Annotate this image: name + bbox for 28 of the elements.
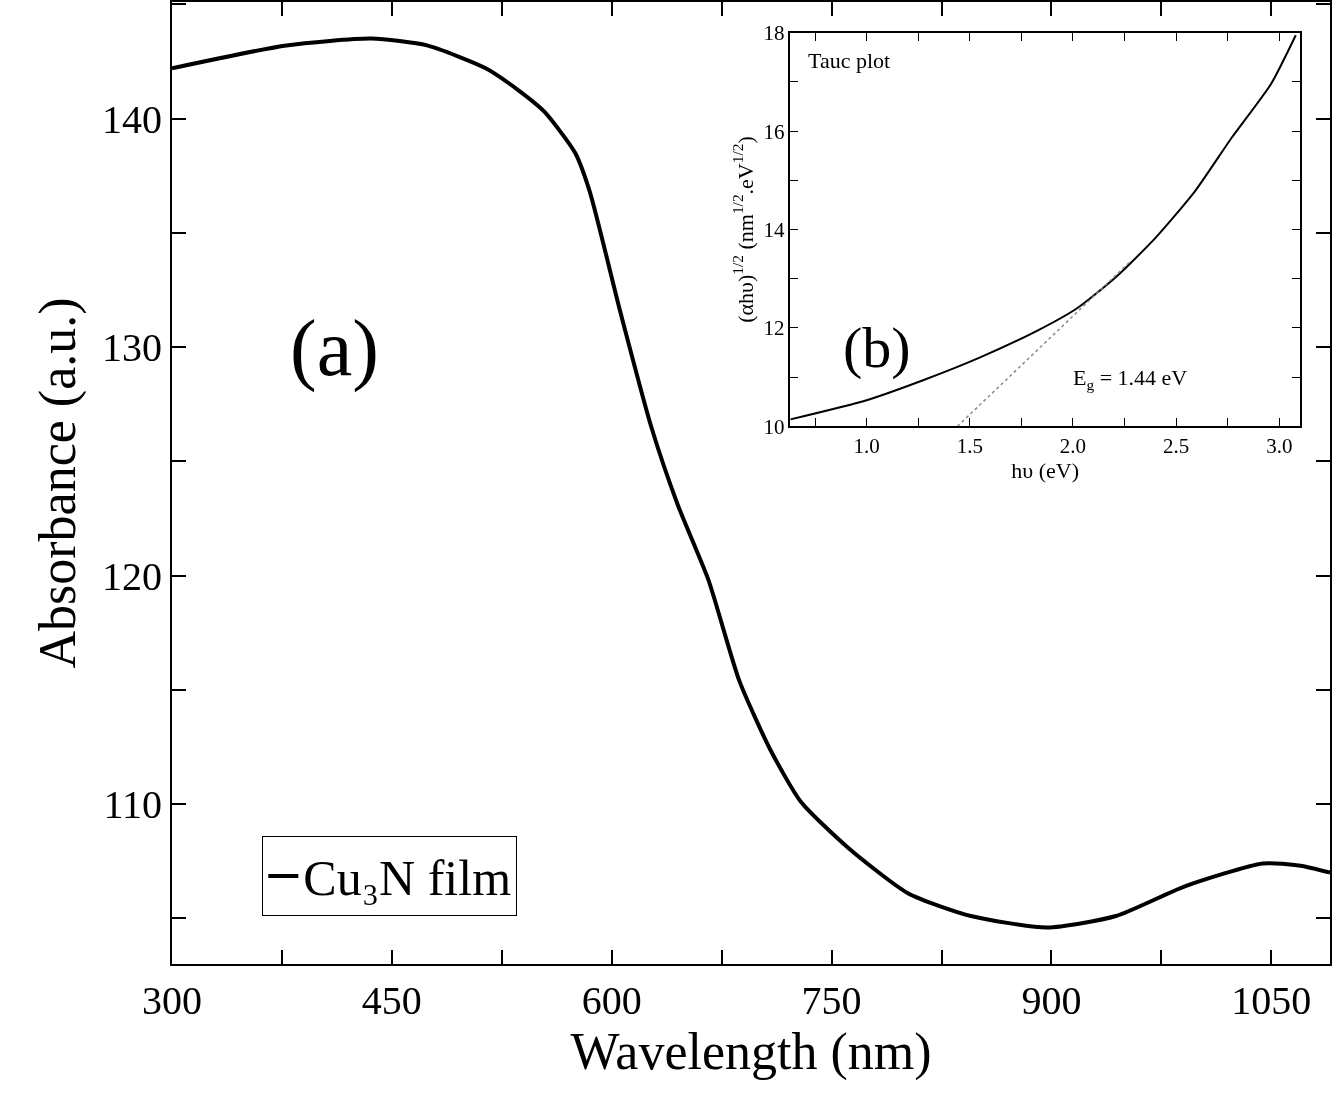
x-axis-title: Wavelength (nm) [570, 1023, 932, 1081]
y-tick-label: 140 [102, 96, 162, 142]
y-tick-label: 14 [763, 217, 785, 242]
x-axis-title: hυ (eV) [1011, 458, 1079, 484]
annotation: (a) [290, 304, 379, 393]
y-axis-title: Absorbance (a.u.) [28, 297, 87, 669]
x-tick-label: 1.0 [853, 434, 880, 459]
y-tick-label: 12 [763, 316, 785, 341]
x-tick-label: 300 [142, 978, 202, 1023]
annotation: (b) [843, 315, 911, 380]
x-tick-label: 750 [801, 978, 862, 1023]
x-tick-label: 2.5 [1163, 434, 1190, 459]
y-tick-label: 120 [102, 553, 162, 599]
x-tick-label: 450 [361, 978, 422, 1023]
x-tick-label: 1050 [1231, 978, 1312, 1023]
x-tick-label: 600 [581, 978, 642, 1023]
x-tick-label: 2.0 [1059, 434, 1087, 459]
annotation: Tauc plot [808, 48, 891, 73]
y-tick-label: 110 [103, 782, 162, 828]
x-tick-label: 900 [1021, 978, 1082, 1023]
y-tick-label: 130 [102, 325, 162, 371]
annotation: E$_{g}$ = 1.44 eV [1073, 365, 1188, 393]
y-tick-label: 10 [763, 414, 785, 439]
x-tick-label: 3.0 [1266, 434, 1293, 459]
x-tick-label: 1.5 [956, 434, 983, 459]
legend-label: Cu₃N film [303, 850, 512, 907]
y-tick-label: 18 [763, 21, 785, 46]
y-tick-label: 16 [763, 119, 785, 144]
